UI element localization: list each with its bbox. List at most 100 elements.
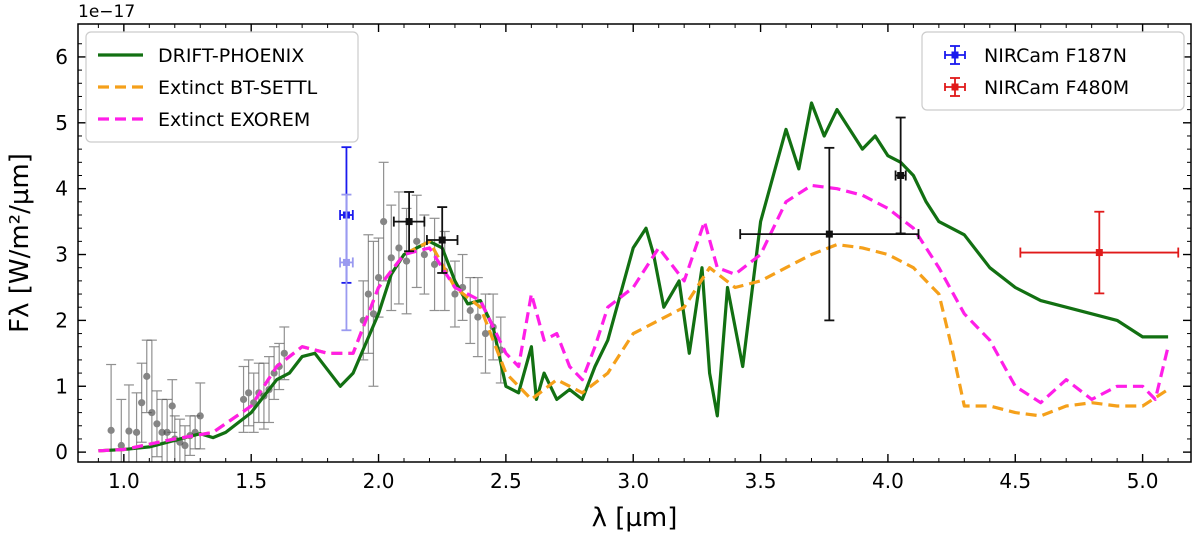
spectrum-point: [457, 253, 468, 321]
spectrum-marker: [138, 399, 146, 407]
series-extinct-exorem: [98, 183, 1170, 453]
legend-marker: [951, 51, 959, 59]
spectrum-point: [195, 382, 206, 450]
ticks-layer: 1.0 1.5 2.0 2.5 3.0 3.5 4.0 4.5 5.0 0 1 2 3 4 5 6: [55, 24, 1191, 493]
spectrum-marker: [239, 395, 248, 404]
spectrum-point: [368, 240, 379, 387]
spectrum-point: [131, 392, 142, 462]
spectrum-point: [167, 379, 178, 433]
spectrum-marker: [181, 441, 189, 450]
y-tick-label: 2: [55, 308, 68, 332]
legend-label: Extinct EXOREM: [158, 109, 310, 131]
data-layer: [98, 101, 1180, 462]
spectrum-marker: [387, 254, 395, 262]
x-tick-label: 3.0: [617, 469, 649, 493]
spectrum-point: [179, 425, 190, 462]
spectrum-point: [411, 194, 422, 289]
spectrum-point: [279, 326, 290, 381]
spectrum-point: [116, 398, 127, 462]
errorbar-marker: [438, 236, 446, 244]
y-offset-text: 1e−17: [78, 2, 135, 22]
spectrum-point: [480, 293, 491, 374]
spectrum-marker: [107, 426, 115, 434]
spectrum-point: [472, 276, 483, 358]
spectrum-marker: [474, 313, 482, 321]
y-tick-label: 0: [55, 440, 68, 464]
errorbar-nircam-f187n-faint-: [339, 193, 354, 332]
spectrum-marker: [430, 260, 439, 269]
errorbar-phot-2-25: [426, 206, 459, 274]
y-tick-label: 6: [55, 45, 68, 69]
spectrum-marker: [117, 441, 125, 450]
spectrum-point: [136, 362, 147, 443]
spectrum-point: [429, 217, 440, 312]
y-tick-label: 4: [55, 177, 68, 201]
spectrum-marker: [168, 402, 176, 410]
legend-models: DRIFT-PHOENIX Extinct BT-SETTL Extinct EXO…: [85, 31, 359, 143]
errorbar-marker: [897, 171, 905, 179]
spectrum-marker: [466, 306, 474, 315]
legend-entry: Extinct BT-SETTL: [98, 77, 318, 99]
spectrum-marker: [125, 427, 133, 435]
x-tick-label: 4.5: [999, 469, 1031, 493]
legend-marker: [951, 83, 959, 91]
spectrum-marker: [143, 372, 151, 380]
spectrum-marker: [245, 389, 253, 397]
errorbar-marker: [405, 218, 413, 226]
legend-box: [921, 31, 1185, 111]
x-tick-label: 4.0: [872, 469, 904, 493]
errorbar-marker: [1095, 249, 1103, 257]
x-tick-label: 1.5: [235, 469, 267, 493]
legend-label: DRIFT-PHOENIX: [158, 45, 304, 67]
y-tick-label: 3: [55, 243, 68, 267]
spectrum-marker: [413, 237, 421, 245]
spectrum-marker: [402, 257, 411, 265]
errorbar-nircam-f480m: [1019, 210, 1180, 295]
y-tick-label: 1: [55, 374, 68, 398]
legend-photometry: NIRCam F187N NIRCam F480M: [921, 31, 1185, 111]
spectrum-marker: [132, 428, 141, 436]
spectrum-point: [378, 161, 389, 282]
spectrum-point: [106, 363, 117, 462]
legend-box: [85, 31, 359, 143]
errorbar-marker: [825, 230, 833, 238]
legend-entry: Extinct EXOREM: [98, 109, 310, 131]
errorbar-marker: [342, 258, 350, 266]
legend-label: Extinct BT-SETTL: [158, 77, 318, 99]
y-axis-label: Fλ [W/m²/µm]: [5, 153, 35, 333]
spectrum-marker: [148, 409, 156, 417]
y-tick-label: 5: [55, 111, 68, 135]
errorbar-phot-3-77: [739, 146, 920, 322]
plot-frame: [77, 23, 1192, 463]
spectrum-marker: [153, 420, 161, 428]
spectrum-marker: [451, 290, 459, 298]
spectrum-marker: [374, 273, 383, 282]
x-tick-label: 3.5: [745, 469, 777, 493]
spectrum-point: [238, 365, 249, 433]
errorbar-phot-4-05: [894, 116, 907, 235]
spectrum-point: [162, 398, 173, 462]
spectrum-marker: [158, 428, 166, 436]
spectrum-marker: [420, 250, 428, 259]
spectrum-point: [449, 260, 460, 328]
x-tick-label: 5.0: [1127, 469, 1159, 493]
x-tick-label: 2.5: [490, 469, 522, 493]
spectrum-point: [386, 204, 397, 312]
x-tick-label: 2.0: [363, 469, 395, 493]
spectrum-point: [465, 276, 476, 345]
spectrum-point: [393, 191, 404, 305]
series-drift-phoenix: [98, 101, 1169, 453]
spectrum-point: [248, 372, 259, 433]
spectrum-point: [269, 346, 280, 401]
legend-label: NIRCam F480M: [984, 77, 1129, 99]
spectrum-point: [146, 339, 157, 462]
errorbar-phot-2-1: [392, 191, 426, 253]
spectrum-marker: [380, 217, 388, 226]
legend-entry: DRIFT-PHOENIX: [98, 45, 304, 67]
legend-entry: NIRCam F187N: [944, 45, 1127, 67]
x-tick-label: 1.0: [108, 469, 140, 493]
spectrum-point: [419, 214, 430, 295]
legend-label: NIRCam F187N: [984, 45, 1127, 67]
spectrum-marker: [270, 369, 278, 377]
